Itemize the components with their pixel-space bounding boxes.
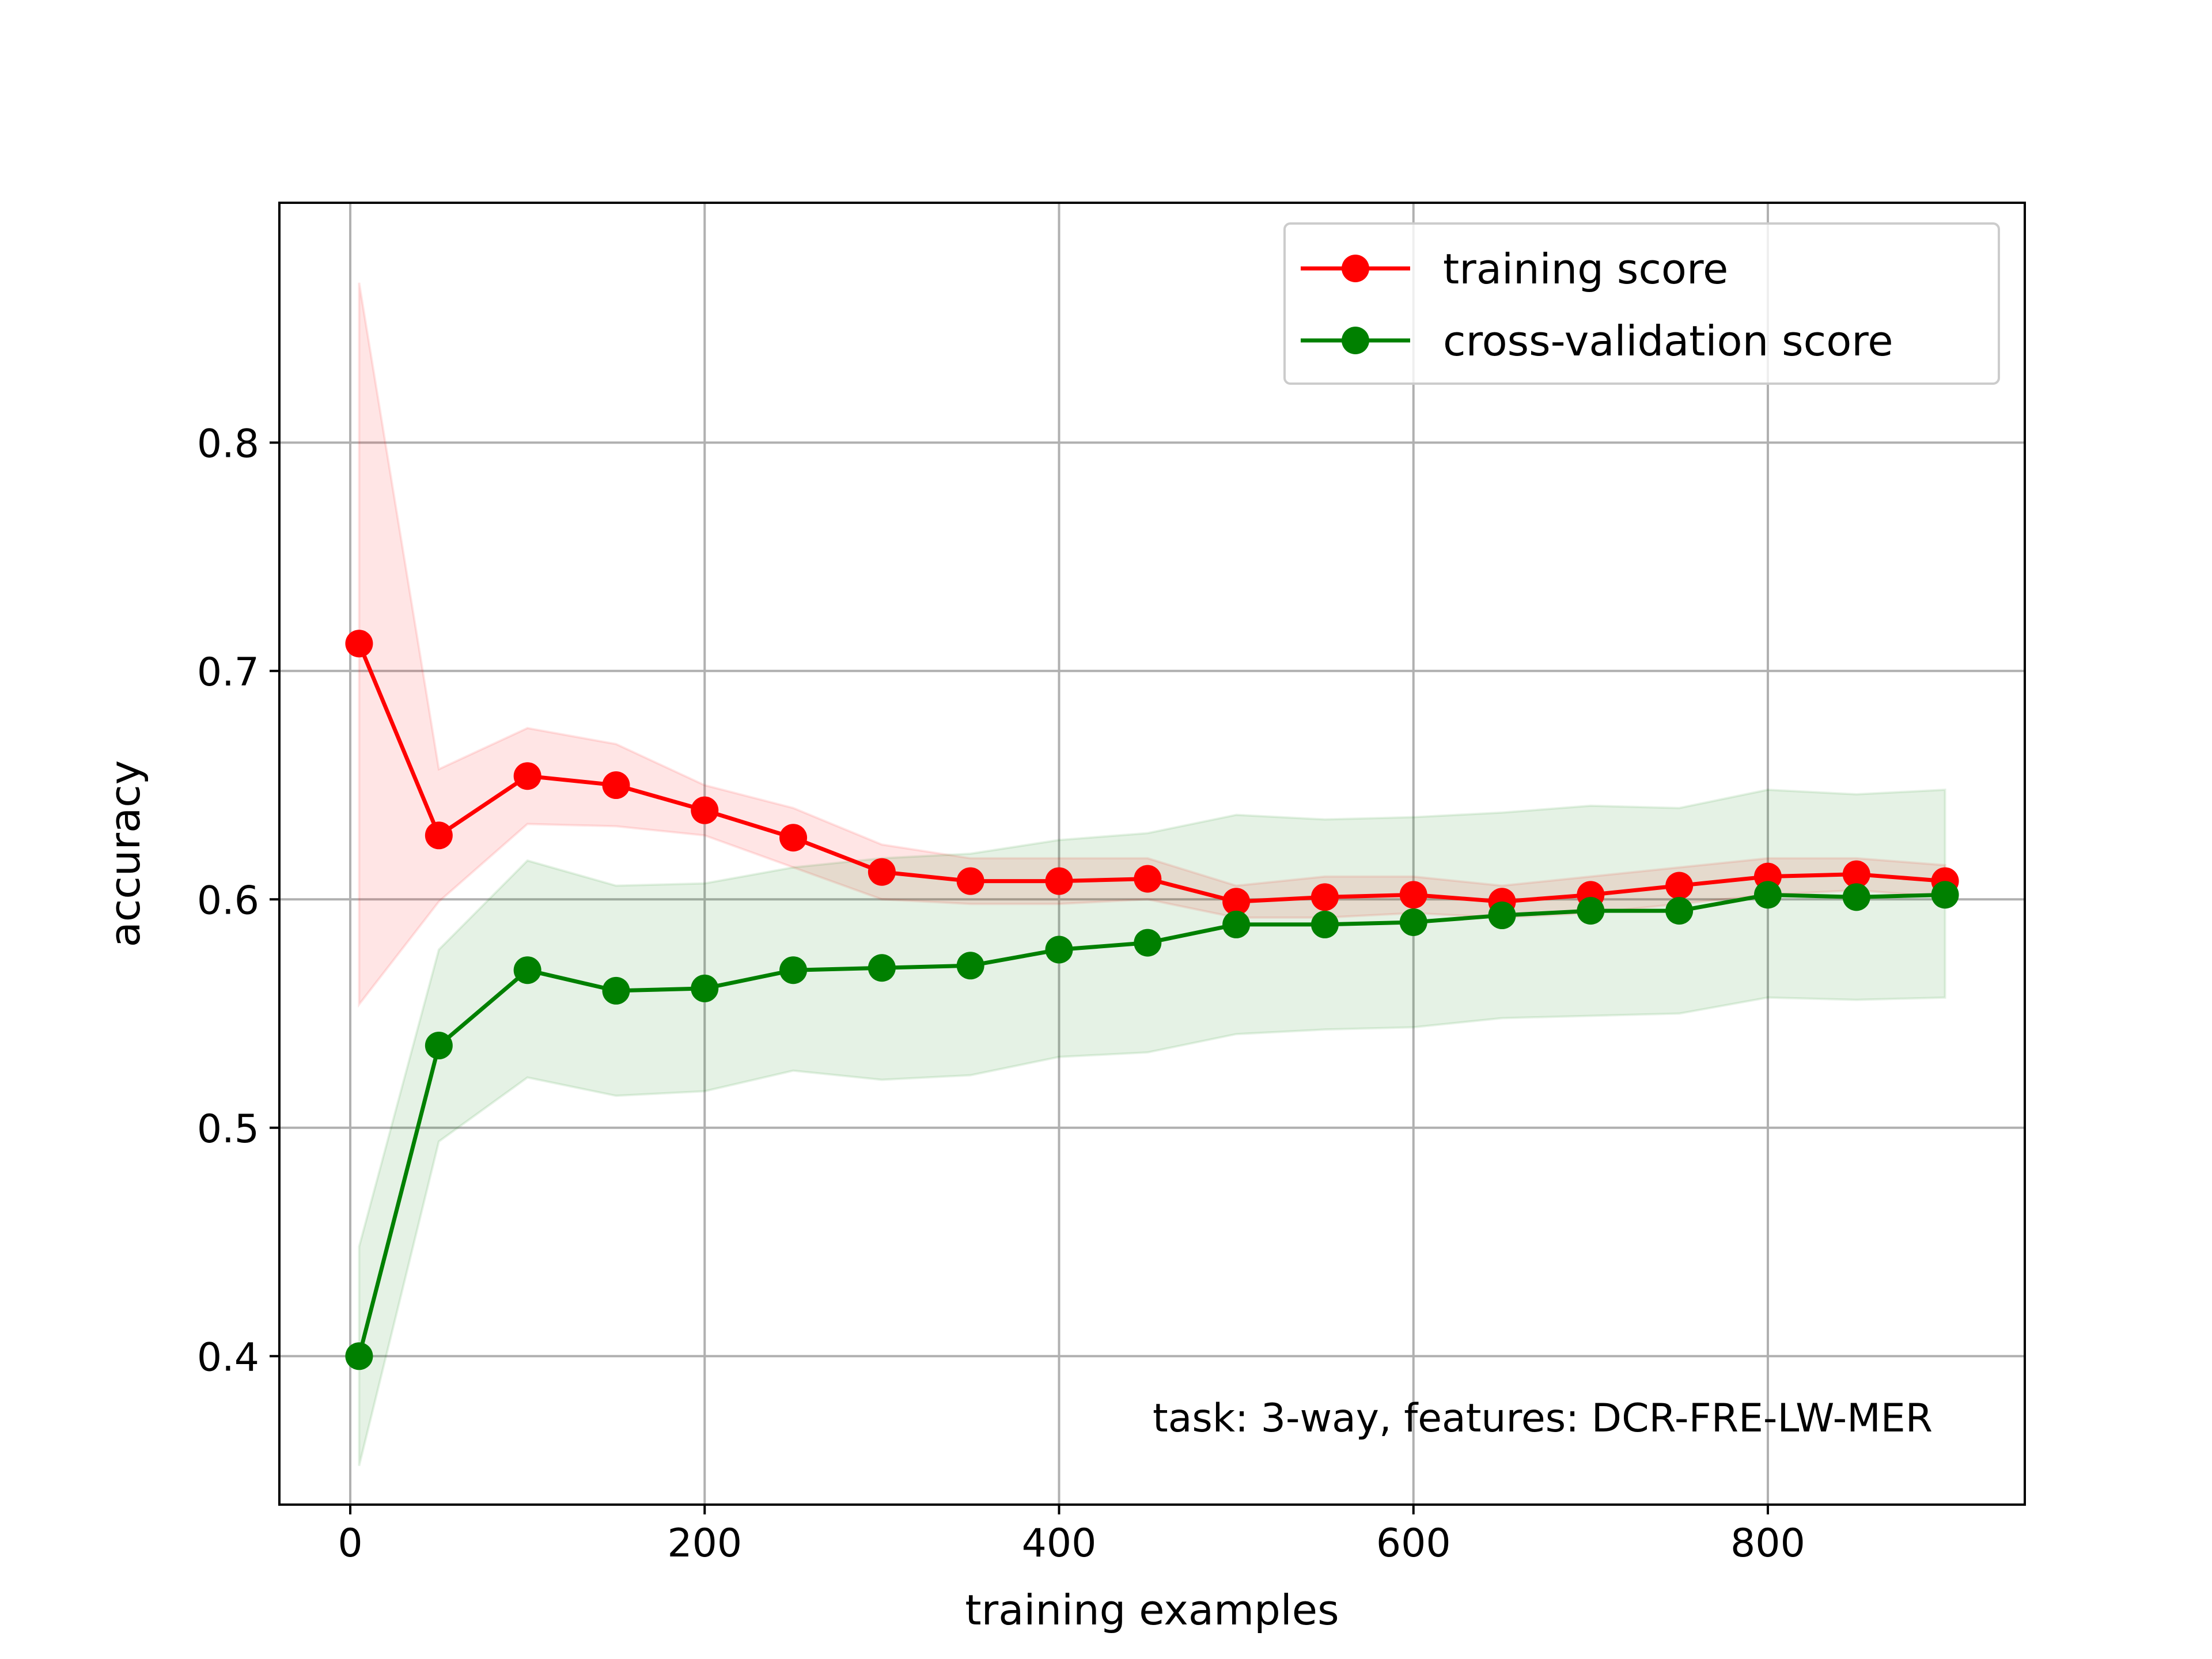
x-tick-label: 200 (667, 1521, 742, 1566)
cross-validation-score-point (1222, 910, 1251, 938)
training-score-point (1045, 867, 1073, 895)
series-points (345, 630, 1959, 1370)
cross-validation-score-point (1931, 881, 1959, 909)
cross-validation-score-point (1753, 881, 1782, 909)
legend: training score cross-validation score (1283, 222, 2000, 385)
grid (279, 203, 2025, 1505)
x-tick-label: 0 (338, 1521, 362, 1566)
axis-ticks: 0 200 400 600 800 0.4 0.5 0.6 0.7 0.8 (197, 421, 1805, 1566)
cross-validation-score-point (1488, 902, 1516, 930)
annotation-text: task: 3-way, features: DCR-FRE-LW-MER (1153, 1396, 1933, 1441)
plot-area-frame (278, 202, 2026, 1506)
training-score-point (868, 858, 896, 886)
training-score-point (1842, 860, 1870, 888)
cross-validation-score-point (1399, 908, 1427, 936)
training-score-point (1134, 865, 1162, 893)
cross-validation-score-point (1310, 910, 1339, 938)
cross-validation-score-point (1134, 929, 1162, 957)
training-score-point (513, 762, 541, 790)
cross-validation-score-point (602, 976, 630, 1005)
training-score-point (779, 824, 808, 852)
legend-marker-training (1342, 255, 1369, 282)
cross-validation-score-point (779, 956, 808, 984)
cross-validation-score-point (425, 1032, 453, 1060)
cross-validation-score-point (956, 952, 984, 980)
training-score-point (1399, 881, 1427, 909)
legend-box (1283, 222, 2000, 385)
y-axis-label: accuracy (101, 760, 149, 948)
training-score-point (1665, 872, 1694, 900)
cross-validation-score-point (868, 954, 896, 982)
training-score-point (425, 821, 453, 850)
training-score-point (602, 771, 630, 800)
training-score-point (1222, 888, 1251, 916)
y-tick-label: 0.6 (197, 878, 259, 923)
x-tick-label: 600 (1376, 1521, 1451, 1566)
x-tick-label: 800 (1730, 1521, 1805, 1566)
legend-label-training: training score (1443, 245, 1728, 293)
cross-validation-score-point (1842, 883, 1870, 911)
training-score-point (1310, 883, 1339, 911)
legend-marker-cross-validation (1342, 327, 1369, 354)
legend-label-cross-validation: cross-validation score (1443, 317, 1893, 365)
cross-validation-score-point (1577, 897, 1605, 925)
cross-validation-score-point (691, 974, 719, 1002)
y-tick-label: 0.8 (197, 421, 259, 467)
y-tick-label: 0.4 (197, 1335, 259, 1380)
x-axis-label: training examples (965, 1586, 1339, 1634)
y-tick-label: 0.5 (197, 1107, 259, 1152)
cross-validation-score-band (358, 788, 1946, 1467)
cross-validation-score-point (1045, 935, 1073, 964)
cross-validation-score-point (1665, 897, 1694, 925)
training-score-point (345, 630, 373, 658)
training-score-point (691, 796, 719, 824)
cross-validation-score-point (345, 1342, 373, 1370)
training-score-point (956, 867, 984, 895)
y-tick-label: 0.7 (197, 650, 259, 695)
x-tick-label: 400 (1022, 1521, 1097, 1566)
cross-validation-score-point (513, 956, 541, 984)
